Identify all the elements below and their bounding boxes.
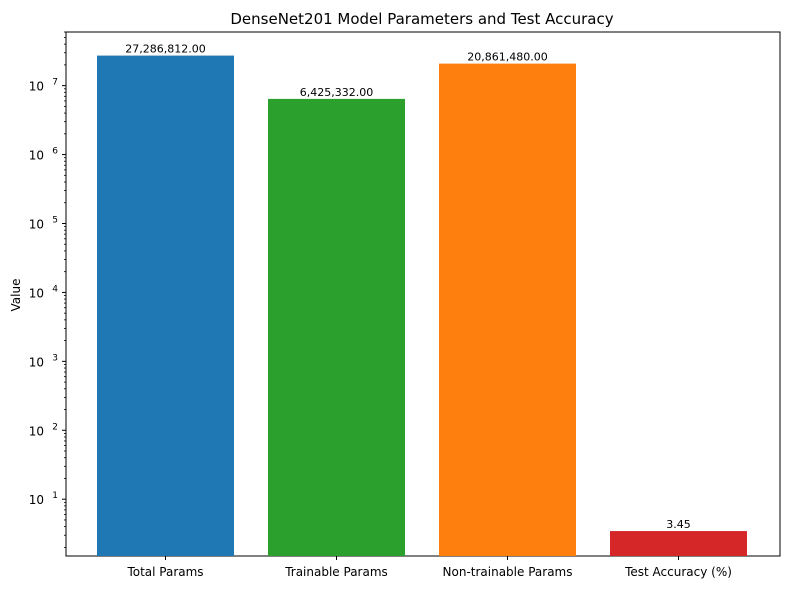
y-tick-exponent: 4 [52, 284, 58, 294]
plot-frame [65, 31, 781, 557]
chart-title: DenseNet201 Model Parameters and Test Ac… [230, 10, 613, 28]
y-tick-label: 10 [29, 424, 44, 438]
plot-area [65, 31, 781, 557]
y-tick-label: 10 [29, 80, 44, 94]
x-tick-label: Test Accuracy (%) [624, 565, 732, 579]
y-tick-exponent: 2 [52, 422, 58, 432]
y-axis: 10 1 10 2 10 3 10 4 10 5 10 6 10 7 [29, 31, 66, 548]
bar-value-label: 6,425,332.00 [300, 86, 373, 99]
bar-labels: 27,286,812.00 6,425,332.00 20,861,480.00 3.… [125, 43, 690, 531]
y-tick-label: 10 [29, 149, 44, 163]
y-tick-exponent: 7 [52, 78, 58, 88]
y-tick-label: 10 [29, 286, 44, 300]
x-tick-label: Trainable Params [284, 565, 388, 579]
y-tick-label: 10 [29, 493, 44, 507]
bar [610, 531, 747, 556]
y-tick-label: 10 [29, 355, 44, 369]
bar [97, 55, 234, 557]
x-tick-label: Total Params [126, 565, 203, 579]
y-tick-exponent: 3 [52, 353, 58, 363]
bars [97, 55, 747, 557]
bar-value-label: 27,286,812.00 [125, 43, 205, 56]
y-tick-exponent: 5 [52, 215, 58, 225]
y-tick-label: 10 [29, 217, 44, 231]
bar-value-label: 3.45 [666, 518, 691, 531]
bar-value-label: 20,861,480.00 [467, 51, 547, 64]
y-tick-exponent: 6 [52, 147, 58, 157]
x-tick-label: Non-trainable Params [443, 565, 573, 579]
bar [268, 98, 405, 556]
x-axis: Total Params Trainable Params Non-trainabl… [126, 556, 732, 579]
y-tick-exponent: 1 [52, 491, 58, 501]
y-axis-label: Value [9, 279, 23, 312]
bar [439, 63, 576, 556]
